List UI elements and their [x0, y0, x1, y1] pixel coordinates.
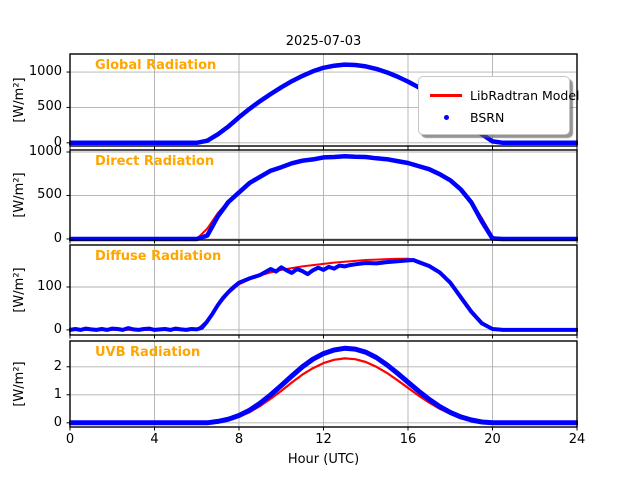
figure-title: 2025-07-03 [285, 34, 362, 49]
x-tick-label-0: 0 [65, 432, 75, 447]
y-axis-unit-uvb-radiation: [W/m²] [12, 361, 27, 407]
y-tick-label-uvb-radiation-1: 1 [53, 386, 62, 402]
plot-area-uvb-radiation [66, 340, 578, 431]
bsrn-swatch-wrap [428, 114, 464, 120]
series-bsrn-uvb-radiation [69, 345, 578, 426]
panel-uvb-radiation: UVB Radiation [66, 340, 578, 431]
x-tick-label-20: 20 [484, 432, 501, 447]
x-tick-label-16: 16 [399, 432, 417, 447]
panel-label-uvb-radiation: UVB Radiation [95, 345, 201, 360]
panel-diffuse-radiation: Diffuse Radiation [66, 244, 578, 339]
x-tick-label-4: 4 [150, 432, 159, 447]
legend-item-bsrn: BSRN [428, 106, 560, 128]
panel-label-direct-radiation: Direct Radiation [95, 154, 215, 169]
y-tick-label-diffuse-radiation-0: 0 [53, 321, 62, 337]
bsrn-dot-swatch [443, 114, 449, 120]
series-bsrn-diffuse-radiation [69, 258, 578, 332]
plot-area-diffuse-radiation [66, 244, 578, 339]
plot-area-direct-radiation [66, 149, 578, 244]
y-tick-label-diffuse-radiation-100: 100 [37, 279, 62, 294]
model-line-swatch [430, 93, 462, 97]
x-tick-label-24: 24 [568, 432, 586, 447]
legend-item-model: LibRadtran Model [428, 84, 580, 106]
legend-label-model: LibRadtran Model [470, 87, 580, 103]
legend-label-bsrn: BSRN [470, 109, 505, 125]
y-tick-label-uvb-radiation-2: 2 [53, 358, 62, 374]
panel-label-global-radiation: Global Radiation [95, 58, 217, 73]
y-tick-label-global-radiation-1000: 1000 [28, 64, 62, 80]
x-axis-label: Hour (UTC) [287, 452, 360, 467]
series-bsrn-global-radiation [69, 62, 578, 146]
y-tick-label-global-radiation-0: 0 [53, 134, 62, 150]
y-tick-label-uvb-radiation-0: 0 [53, 414, 62, 430]
x-tick-label-8: 8 [234, 432, 244, 447]
panel-global-radiation: Global Radiation [66, 53, 578, 150]
panel-label-diffuse-radiation: Diffuse Radiation [95, 249, 222, 264]
plot-area-global-radiation [66, 53, 578, 150]
y-tick-label-direct-radiation-1000: 1000 [28, 144, 62, 159]
series-bsrn-direct-radiation [69, 153, 578, 242]
x-tick-label-12: 12 [315, 432, 332, 447]
panel-direct-radiation: Direct Radiation [66, 149, 578, 244]
model-swatch-wrap [428, 93, 464, 97]
y-tick-label-direct-radiation-0: 0 [53, 230, 62, 246]
y-tick-label-global-radiation-500: 500 [37, 99, 62, 115]
legend: LibRadtran Model BSRN [418, 76, 580, 135]
y-tick-label-direct-radiation-500: 500 [37, 187, 62, 203]
